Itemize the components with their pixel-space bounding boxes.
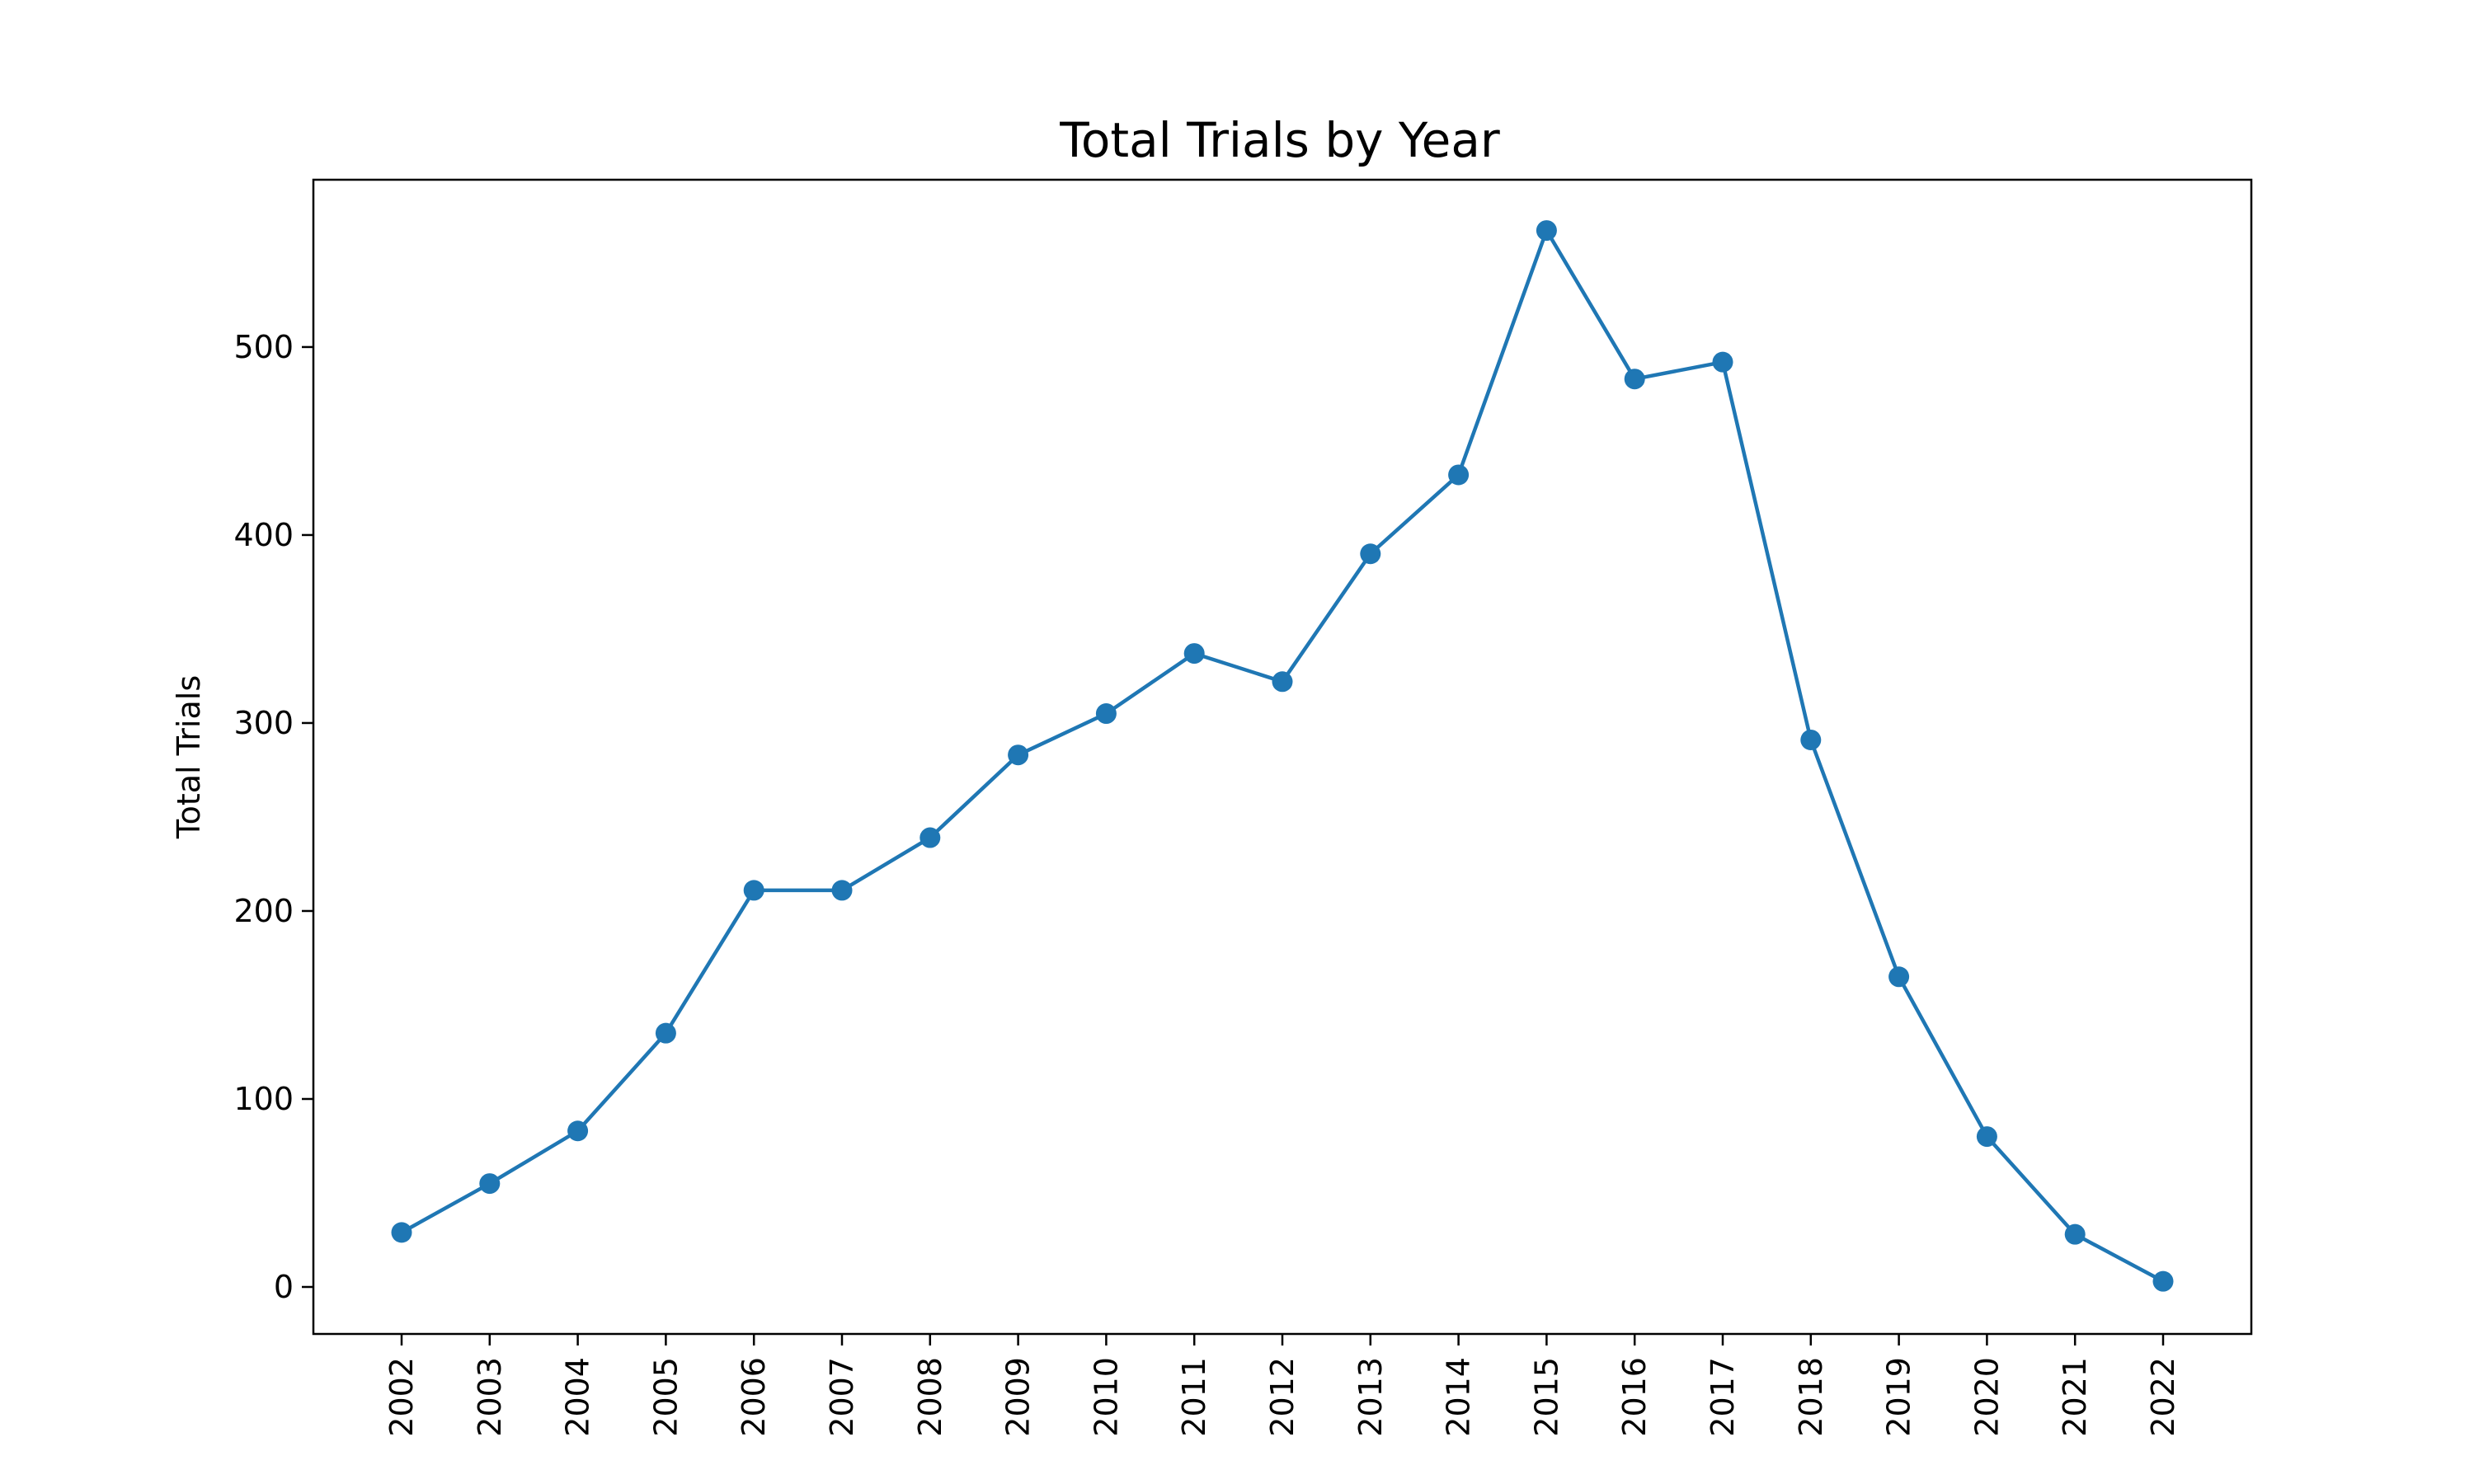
x-tick-label: 2020 bbox=[1968, 1357, 2005, 1437]
y-tick-label: 200 bbox=[233, 893, 294, 929]
data-point bbox=[1536, 220, 1557, 242]
x-tick-label: 2008 bbox=[912, 1357, 948, 1437]
data-point bbox=[1008, 744, 1029, 766]
x-tick-label: 2006 bbox=[736, 1357, 772, 1437]
x-tick-label: 2004 bbox=[560, 1357, 596, 1437]
y-axis-label: Total Trials bbox=[171, 675, 207, 839]
plot-frame bbox=[312, 178, 2253, 1336]
x-tick-label: 2012 bbox=[1264, 1357, 1300, 1437]
y-tick-label: 100 bbox=[233, 1081, 294, 1117]
data-point bbox=[1360, 543, 1381, 565]
x-tick-label: 2015 bbox=[1528, 1357, 1564, 1437]
data-point bbox=[1183, 643, 1205, 665]
x-tick-label: 2019 bbox=[1881, 1357, 1917, 1437]
data-point bbox=[2064, 1223, 2086, 1245]
series-line bbox=[400, 228, 2165, 1284]
x-tick-label: 2016 bbox=[1616, 1357, 1653, 1437]
x-tick-label: 2005 bbox=[647, 1357, 684, 1437]
x-tick-label: 2002 bbox=[383, 1357, 420, 1437]
x-tick-label: 2018 bbox=[1793, 1357, 1829, 1437]
x-tick-label: 2021 bbox=[2057, 1357, 2093, 1437]
data-point bbox=[1888, 966, 1910, 988]
data-point bbox=[655, 1022, 676, 1044]
y-tick-label: 300 bbox=[233, 705, 294, 741]
data-point bbox=[479, 1173, 501, 1195]
x-tick-label: 2009 bbox=[1000, 1357, 1037, 1437]
y-tick-label: 400 bbox=[233, 517, 294, 553]
x-tick-label: 2010 bbox=[1088, 1357, 1124, 1437]
y-tick-label: 0 bbox=[274, 1269, 294, 1305]
data-point bbox=[831, 880, 853, 901]
x-tick-label: 2003 bbox=[472, 1357, 508, 1437]
data-point bbox=[1624, 369, 1645, 390]
plot-area bbox=[391, 220, 2174, 1292]
chart-title: Total Trials by Year bbox=[1059, 112, 1500, 168]
data-point bbox=[1095, 703, 1117, 725]
x-tick-label: 2013 bbox=[1352, 1357, 1389, 1437]
data-point bbox=[1448, 464, 1470, 486]
data-point bbox=[567, 1120, 589, 1142]
data-point bbox=[2152, 1270, 2174, 1292]
x-tick-label: 2017 bbox=[1705, 1357, 1741, 1437]
x-tick-label: 2011 bbox=[1176, 1357, 1212, 1437]
data-point bbox=[1800, 729, 1822, 750]
x-tick-label: 2007 bbox=[824, 1357, 860, 1437]
data-point bbox=[1712, 351, 1733, 373]
data-point bbox=[1272, 671, 1293, 693]
data-point bbox=[920, 827, 941, 848]
x-tick-label: 2022 bbox=[2145, 1357, 2181, 1437]
data-point bbox=[391, 1222, 412, 1243]
data-point bbox=[1976, 1126, 1997, 1148]
x-axis: 2002 2003 2004 2005 2006 2007 2008 2009 2010 2011… bbox=[383, 1334, 2181, 1437]
y-axis: 0 100 200 300 400 500 bbox=[233, 329, 313, 1305]
y-tick-label: 500 bbox=[233, 329, 294, 365]
data-point bbox=[743, 880, 764, 901]
x-tick-label: 2014 bbox=[1441, 1357, 1477, 1437]
